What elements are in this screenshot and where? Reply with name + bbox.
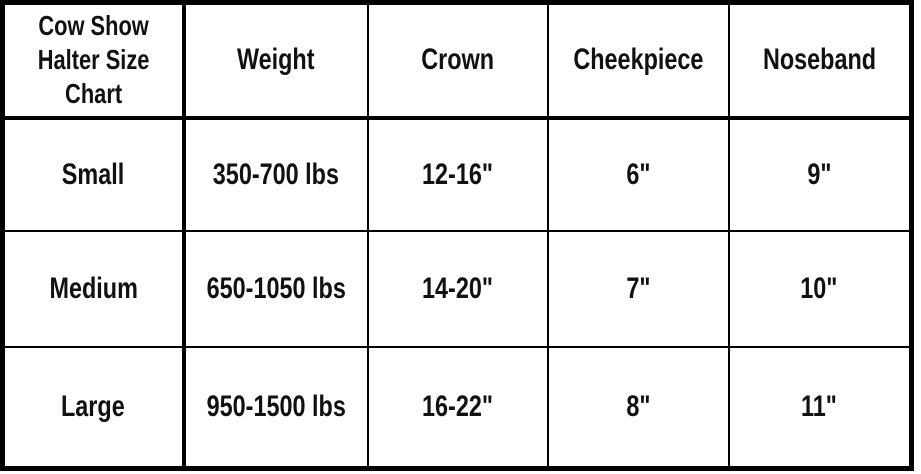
weight-value: 650-1050 lbs bbox=[206, 272, 346, 305]
size-cell-large: Large bbox=[1, 346, 186, 470]
cheekpiece-value: 6" bbox=[625, 157, 651, 191]
noseband-cell: 10" bbox=[727, 229, 913, 349]
weight-cell: 350-700 lbs bbox=[182, 116, 369, 232]
cheekpiece-cell: 8" bbox=[546, 346, 730, 470]
noseband-cell: 9" bbox=[727, 116, 913, 232]
cheekpiece-value: 8" bbox=[625, 390, 651, 424]
crown-cell: 16-22" bbox=[366, 346, 549, 470]
column-header-label: Weight bbox=[237, 43, 315, 77]
noseband-value: 10" bbox=[800, 272, 838, 305]
column-header-label: Cheekpiece bbox=[572, 43, 704, 77]
cheekpiece-cell: 6" bbox=[546, 116, 730, 232]
table-title-cell: Cow Show Halter Size Chart bbox=[1, 1, 186, 120]
crown-value: 14-20" bbox=[422, 272, 493, 305]
column-header-crown: Crown bbox=[366, 1, 549, 120]
table-header-row: Cow Show Halter Size Chart Weight Crown … bbox=[1, 1, 913, 120]
size-cell-medium: Medium bbox=[1, 229, 186, 349]
weight-cell: 950-1500 lbs bbox=[182, 346, 369, 470]
crown-cell: 12-16" bbox=[366, 116, 549, 232]
size-label: Medium bbox=[49, 272, 138, 305]
column-header-noseband: Noseband bbox=[727, 1, 913, 120]
table-row-small: Small 350-700 lbs 12-16" 6" 9" bbox=[1, 116, 913, 232]
table-title: Cow Show Halter Size Chart bbox=[37, 10, 150, 110]
crown-cell: 14-20" bbox=[366, 229, 549, 349]
cheekpiece-cell: 7" bbox=[546, 229, 730, 349]
column-header-cheekpiece: Cheekpiece bbox=[546, 1, 730, 120]
cheekpiece-value: 7" bbox=[625, 272, 651, 305]
column-header-label: Noseband bbox=[762, 43, 876, 77]
noseband-cell: 11" bbox=[727, 346, 913, 470]
crown-value: 16-22" bbox=[422, 390, 493, 424]
size-label: Large bbox=[61, 390, 126, 424]
crown-value: 12-16" bbox=[422, 157, 493, 191]
weight-cell: 650-1050 lbs bbox=[182, 229, 369, 349]
noseband-value: 11" bbox=[801, 390, 838, 424]
column-header-label: Crown bbox=[421, 43, 494, 77]
weight-value: 950-1500 lbs bbox=[206, 390, 346, 424]
table-row-large: Large 950-1500 lbs 16-22" 8" 11" bbox=[1, 346, 913, 470]
table-row-medium: Medium 650-1050 lbs 14-20" 7" 10" bbox=[1, 229, 913, 349]
weight-value: 350-700 lbs bbox=[212, 157, 340, 191]
size-label: Small bbox=[62, 157, 125, 191]
size-cell-small: Small bbox=[1, 116, 186, 232]
noseband-value: 9" bbox=[807, 157, 832, 191]
column-header-weight: Weight bbox=[182, 1, 369, 120]
